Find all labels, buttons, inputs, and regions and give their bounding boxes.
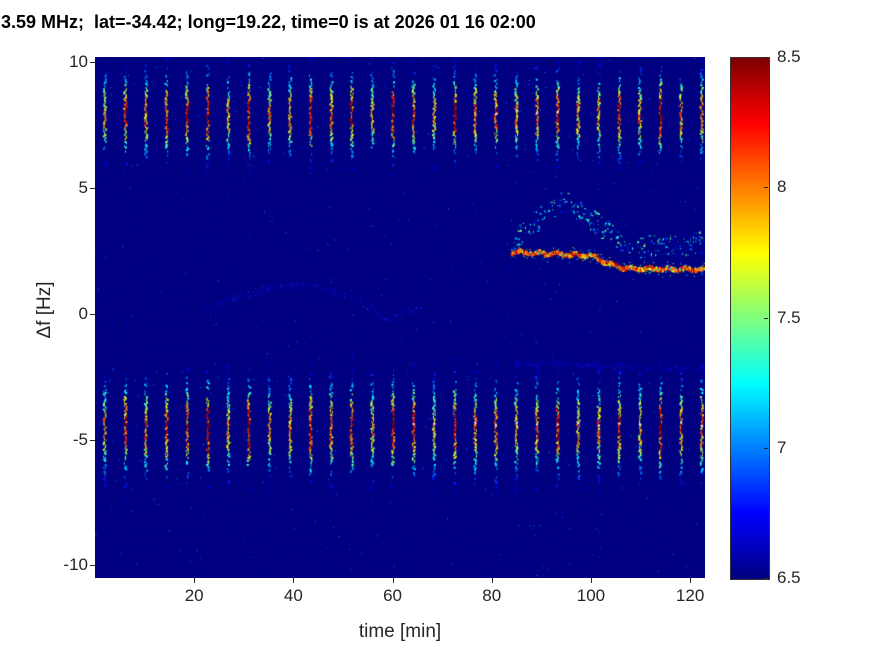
y-tick-mark (90, 313, 95, 315)
x-tick-label: 40 (283, 586, 303, 605)
x-tick-mark (293, 578, 295, 583)
colorbar-tick-label: 8 (777, 177, 787, 197)
colorbar-tick-mark (764, 578, 768, 579)
y-tick-label: 10 (69, 52, 88, 72)
x-tick-label: 100 (576, 586, 606, 605)
colorbar (730, 57, 770, 580)
y-tick-label: -5 (72, 429, 88, 449)
colorbar-tick-label: 6.5 (777, 568, 801, 587)
x-tick-label: 60 (383, 586, 402, 605)
y-tick-mark (90, 439, 95, 441)
x-tick-mark (392, 578, 394, 583)
y-tick-label: 0 (78, 303, 88, 323)
x-tick-label: 80 (482, 586, 502, 605)
colorbar-tick-mark (764, 57, 768, 58)
x-tick-mark (690, 578, 692, 583)
colorbar-tick-label: 7.5 (777, 307, 801, 327)
x-tick-label: 120 (675, 586, 705, 605)
chart-title: 3.59 MHz; lat=-34.42; long=19.22, time=0… (1, 12, 536, 32)
x-tick-label: 20 (184, 586, 204, 605)
colorbar-tick-mark (764, 317, 768, 319)
y-tick-label: 5 (78, 177, 88, 197)
heatmap-plot (95, 57, 705, 578)
x-tick-mark (590, 578, 592, 583)
y-tick-mark (90, 565, 95, 567)
x-tick-mark (491, 578, 493, 583)
x-tick-mark (194, 578, 196, 583)
colorbar-tick-label: 7 (777, 437, 787, 457)
colorbar-tick-mark (764, 187, 768, 189)
x-axis-label: time [min] (358, 621, 442, 642)
y-tick-mark (90, 187, 95, 189)
y-tick-label: -10 (63, 555, 88, 575)
y-tick-mark (90, 62, 95, 64)
colorbar-tick-mark (764, 447, 768, 449)
colorbar-tick-label: 8.5 (777, 47, 801, 66)
